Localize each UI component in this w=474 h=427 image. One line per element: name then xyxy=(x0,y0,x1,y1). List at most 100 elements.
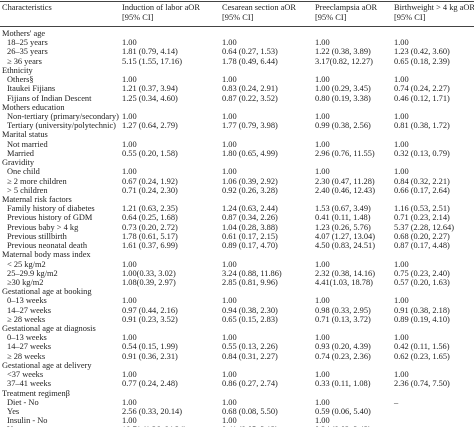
row-label: < 25 kg/m2 xyxy=(7,259,46,269)
cell: 0.54 (0.15, 1.99) xyxy=(122,342,178,352)
cell: 1.00 xyxy=(222,296,237,306)
row-label: 37–41 weeks xyxy=(7,379,51,389)
cell: 1.00 xyxy=(315,259,330,269)
cell: – xyxy=(394,397,399,407)
section-title: Gestational age at delivery xyxy=(2,360,92,370)
cell: 0.55 (0.13, 2.26) xyxy=(222,342,278,352)
cell: 1.16 (0.53, 2.51) xyxy=(394,204,450,214)
cell: 1.00 xyxy=(315,167,330,177)
cell: 0.55 (0.20, 1.58) xyxy=(122,148,178,158)
cell: 2.85 (0.81, 9.96) xyxy=(222,277,278,287)
cell: 0.91 (0.36, 2.31) xyxy=(122,351,178,361)
cell: 0.64 (0.27, 1.53) xyxy=(222,47,278,57)
cell: 1.00 xyxy=(122,259,137,269)
cell: 1.00 xyxy=(122,75,137,85)
cell: 2.56 (0.33, 20.14) xyxy=(122,407,183,417)
section-title: Mothers education xyxy=(2,102,65,112)
row-label: > 5 children xyxy=(7,185,48,195)
header-cell: Characteristics xyxy=(2,3,52,12)
cell: 1.22 (0.38, 3.89) xyxy=(315,47,371,57)
cell: 2.36 (0.74, 7.50) xyxy=(394,379,450,389)
row-label: Previous stillbirth xyxy=(7,231,67,241)
row-label: ≥ 36 years xyxy=(7,56,42,66)
cell: 0.66 (0.17, 2.64) xyxy=(394,185,450,195)
cell: 1.00 xyxy=(122,111,137,121)
top-rule xyxy=(0,1,474,2)
cell: 10.71 (1.36, 84.34) xyxy=(122,425,186,427)
row-label: Fijians of Indian Descent xyxy=(7,93,92,103)
cell: 0.74 (0.23, 2.36) xyxy=(315,351,371,361)
cell: 1.21 (0.37, 3.94) xyxy=(122,84,178,94)
cell: 1.00 xyxy=(122,333,137,343)
cell: 0.89 (0.19, 4.10) xyxy=(394,314,450,324)
cell: 1.04 (0.28, 3.88) xyxy=(222,222,278,232)
cell: 1.00 (0.29, 3.45) xyxy=(315,84,371,94)
cell: 1.00 xyxy=(394,38,409,48)
section-title: Gestational age at diagnosis xyxy=(2,324,96,334)
row-label: 25–29.9 kg/m2 xyxy=(7,268,58,278)
cell: 1.23 (0.26, 5.76) xyxy=(315,222,371,232)
cell: 1.00 xyxy=(122,139,137,149)
header-cell: Induction of labor aOR xyxy=(122,3,200,12)
cell: 0.61 (0.17, 2.15) xyxy=(222,231,278,241)
row-label: 0–13 weeks xyxy=(7,333,47,343)
cell: 1.78 (0.49, 6.44) xyxy=(222,56,278,66)
cell: 0.81 (0.38, 1.72) xyxy=(394,121,450,131)
cell: 1.00 xyxy=(222,370,237,380)
cell: 5.37 (2.28, 12.64) xyxy=(394,222,455,232)
cell: 3.17(0.82, 12.27) xyxy=(315,56,373,66)
row-label: 26–35 years xyxy=(7,47,48,57)
header-cell: Cesarean section aOR xyxy=(222,3,296,12)
cell: 0.75 (0.23, 2.40) xyxy=(394,268,450,278)
cell: 1.77 (0.79, 3.98) xyxy=(222,121,278,131)
cell: 1.00 xyxy=(315,397,330,407)
cell: 1.00 xyxy=(222,333,237,343)
row-label: Tertiary (university/polytechnic) xyxy=(7,121,116,131)
cell: 0.67 (0.24, 1.92) xyxy=(122,176,178,186)
cell: 1.00 xyxy=(394,139,409,149)
cell: 0.99 (0.38, 2.56) xyxy=(315,121,371,131)
cell: 1.00 xyxy=(122,370,137,380)
cell: 0.24 (0.02, 2.43) xyxy=(315,425,371,427)
row-label: Family history of diabetes xyxy=(7,204,95,214)
cell: 1.24 (0.63, 2.44) xyxy=(222,204,278,214)
cell: 1.53 (0.67, 3.49) xyxy=(315,204,371,214)
cell: 0.91 (0.38, 2.18) xyxy=(394,305,450,315)
cell: 1.00 xyxy=(394,259,409,269)
cell: 1.00 xyxy=(222,397,237,407)
cell: 0.92 (0.26, 3.28) xyxy=(222,185,278,195)
header-cell: Preeclampsia aOR xyxy=(315,3,378,12)
cell: 1.00 xyxy=(394,111,409,121)
cell: 0.33 (0.11, 1.08) xyxy=(315,379,371,389)
row-label: ≥ 28 weeks xyxy=(7,314,46,324)
cell: 1.00 xyxy=(222,259,237,269)
cell: 0.87 (0.34, 2.26) xyxy=(222,213,278,223)
cell: 0.68 (0.08, 5.50) xyxy=(222,407,278,417)
row-label: Others§ xyxy=(7,75,34,85)
cell: 0.57 (0.20, 1.63) xyxy=(394,277,450,287)
cell: 2.96 (0.76, 11.55) xyxy=(315,148,375,158)
row-label: Yes xyxy=(7,407,20,417)
cell: 1.21 (0.63, 2.35) xyxy=(122,204,178,214)
cell: 1.00 xyxy=(122,296,137,306)
row-label: ≥ 2 more children xyxy=(7,176,67,186)
cell: 1.00 xyxy=(122,38,137,48)
section-title: Gravidity xyxy=(2,158,35,168)
cell: 1.00 xyxy=(315,370,330,380)
cell: 1.00 xyxy=(222,139,237,149)
cell: 1.00 xyxy=(394,370,409,380)
cell: 1.81 (0.79, 4.14) xyxy=(122,47,178,57)
cell: 0.65 (0.15, 2.83) xyxy=(222,314,278,324)
cell: 0.77 (0.24, 2.48) xyxy=(122,379,178,389)
cell: 1.00 xyxy=(222,416,237,426)
cell: 1.00 xyxy=(222,75,237,85)
cell: 3.24 (0.88, 11.86) xyxy=(222,268,282,278)
cell: 0.84 (0.32, 2.21) xyxy=(394,176,450,186)
cell: 1.00 xyxy=(315,296,330,306)
cell: 0.71 (0.13, 3.72) xyxy=(315,314,371,324)
cell: 1.00 xyxy=(222,38,237,48)
cell: 0.59 (0.06, 5.40) xyxy=(315,407,371,417)
header-cell: [95% CI] xyxy=(222,13,254,22)
cell: 0.80 (0.19, 3.38) xyxy=(315,93,371,103)
cell: 1.00 xyxy=(315,75,330,85)
